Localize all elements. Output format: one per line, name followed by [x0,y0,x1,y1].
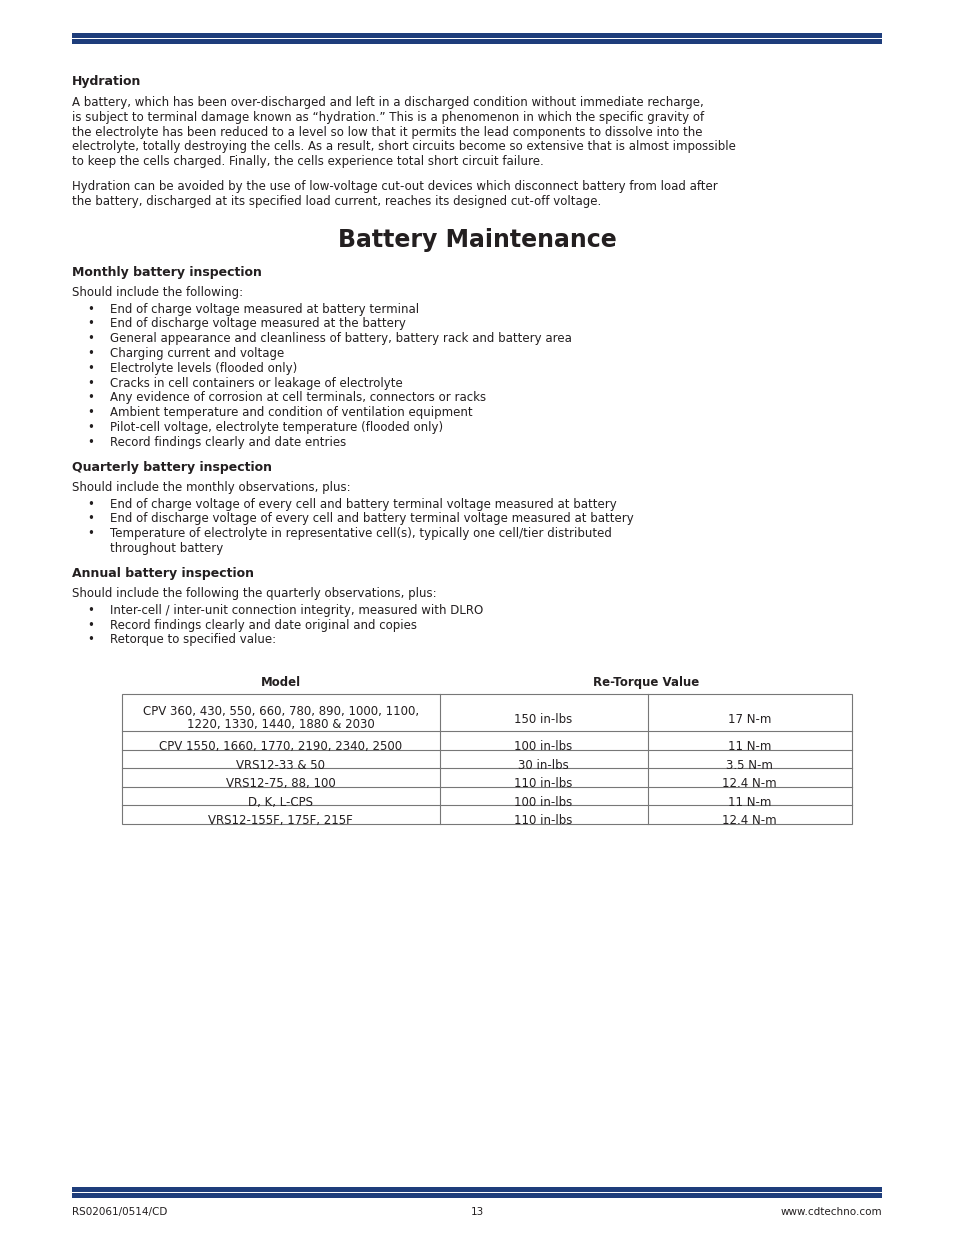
Text: •: • [87,317,93,331]
Text: Cracks in cell containers or leakage of electrolyte: Cracks in cell containers or leakage of … [110,377,402,389]
Text: Should include the following the quarterly observations, plus:: Should include the following the quarter… [71,587,436,600]
Text: D, K, L-CPS: D, K, L-CPS [248,795,313,809]
Text: Retorque to specified value:: Retorque to specified value: [110,634,275,646]
Text: Re-Torque Value: Re-Torque Value [592,677,699,689]
Text: Hydration: Hydration [71,75,141,88]
Text: •: • [87,362,93,374]
Text: Electrolyte levels (flooded only): Electrolyte levels (flooded only) [110,362,297,374]
Text: •: • [87,406,93,419]
Bar [122,694,851,824]
Text: Inter-cell / inter-unit connection integrity, measured with DLRO: Inter-cell / inter-unit connection integ… [110,604,483,616]
Text: VRS12-75, 88, 100: VRS12-75, 88, 100 [226,778,335,790]
Text: •: • [87,634,93,646]
Text: 100 in-lbs: 100 in-lbs [514,795,572,809]
Text: Hydration can be avoided by the use of low-voltage cut-out devices which disconn: Hydration can be avoided by the use of l… [71,180,717,193]
Text: •: • [87,498,93,510]
Text: •: • [87,421,93,433]
Text: Annual battery inspection: Annual battery inspection [71,567,253,579]
Bar [71,1187,882,1192]
Text: www.cdtechno.com: www.cdtechno.com [780,1207,882,1216]
Text: Pilot-cell voltage, electrolyte temperature (flooded only): Pilot-cell voltage, electrolyte temperat… [110,421,442,433]
Text: 12.4 N-m: 12.4 N-m [721,814,777,827]
Text: Any evidence of corrosion at cell terminals, connectors or racks: Any evidence of corrosion at cell termin… [110,391,486,404]
Text: the battery, discharged at its specified load current, reaches its designed cut-: the battery, discharged at its specified… [71,195,600,207]
Text: •: • [87,332,93,346]
Text: •: • [87,391,93,404]
Text: •: • [87,347,93,359]
Text: Should include the monthly observations, plus:: Should include the monthly observations,… [71,480,351,494]
Text: Charging current and voltage: Charging current and voltage [110,347,284,359]
Text: •: • [87,377,93,389]
Text: A battery, which has been over-discharged and left in a discharged condition wit: A battery, which has been over-discharge… [71,96,703,109]
Text: Record findings clearly and date original and copies: Record findings clearly and date origina… [110,619,416,631]
Text: End of charge voltage of every cell and battery terminal voltage measured at bat: End of charge voltage of every cell and … [110,498,616,510]
Text: 110 in-lbs: 110 in-lbs [514,778,572,790]
Text: Quarterly battery inspection: Quarterly battery inspection [71,461,272,473]
Text: Battery Maintenance: Battery Maintenance [337,227,616,252]
Text: CPV 360, 430, 550, 660, 780, 890, 1000, 1100,: CPV 360, 430, 550, 660, 780, 890, 1000, … [143,705,418,719]
Text: Model: Model [260,677,300,689]
Text: •: • [87,436,93,448]
Bar [71,38,882,44]
Text: is subject to terminal damage known as “hydration.” This is a phenomenon in whic: is subject to terminal damage known as “… [71,111,703,124]
Text: Temperature of electrolyte in representative cell(s), typically one cell/tier di: Temperature of electrolyte in representa… [110,527,611,540]
Bar [71,32,882,38]
Text: 3.5 N-m: 3.5 N-m [725,760,773,772]
Text: End of discharge voltage of every cell and battery terminal voltage measured at : End of discharge voltage of every cell a… [110,513,633,525]
Text: Record findings clearly and date entries: Record findings clearly and date entries [110,436,346,448]
Text: RS02061/0514/CD: RS02061/0514/CD [71,1207,167,1216]
Text: 17 N-m: 17 N-m [727,713,771,726]
Text: 11 N-m: 11 N-m [727,795,771,809]
Text: 11 N-m: 11 N-m [727,741,771,753]
Text: 100 in-lbs: 100 in-lbs [514,741,572,753]
Text: 110 in-lbs: 110 in-lbs [514,814,572,827]
Text: electrolyte, totally destroying the cells. As a result, short circuits become so: electrolyte, totally destroying the cell… [71,141,735,153]
Text: 1220, 1330, 1440, 1880 & 2030: 1220, 1330, 1440, 1880 & 2030 [187,718,375,731]
Text: General appearance and cleanliness of battery, battery rack and battery area: General appearance and cleanliness of ba… [110,332,571,346]
Text: •: • [87,619,93,631]
Text: •: • [87,513,93,525]
Text: CPV 1550, 1660, 1770, 2190, 2340, 2500: CPV 1550, 1660, 1770, 2190, 2340, 2500 [159,741,402,753]
Text: •: • [87,527,93,540]
Text: VRS12-33 & 50: VRS12-33 & 50 [236,760,325,772]
Text: VRS12-155F, 175F, 215F: VRS12-155F, 175F, 215F [208,814,353,827]
Text: 30 in-lbs: 30 in-lbs [517,760,568,772]
Text: to keep the cells charged. Finally, the cells experience total short circuit fai: to keep the cells charged. Finally, the … [71,156,543,168]
Text: Ambient temperature and condition of ventilation equipment: Ambient temperature and condition of ven… [110,406,472,419]
Text: •: • [87,303,93,316]
Text: throughout battery: throughout battery [110,542,223,555]
Text: 13: 13 [470,1207,483,1216]
Text: •: • [87,604,93,616]
Text: End of charge voltage measured at battery terminal: End of charge voltage measured at batter… [110,303,418,316]
Text: Should include the following:: Should include the following: [71,285,243,299]
Text: Monthly battery inspection: Monthly battery inspection [71,266,262,279]
Text: 12.4 N-m: 12.4 N-m [721,778,777,790]
Text: the electrolyte has been reduced to a level so low that it permits the lead comp: the electrolyte has been reduced to a le… [71,126,701,138]
Bar [71,1193,882,1198]
Text: 150 in-lbs: 150 in-lbs [514,713,572,726]
Text: End of discharge voltage measured at the battery: End of discharge voltage measured at the… [110,317,405,331]
